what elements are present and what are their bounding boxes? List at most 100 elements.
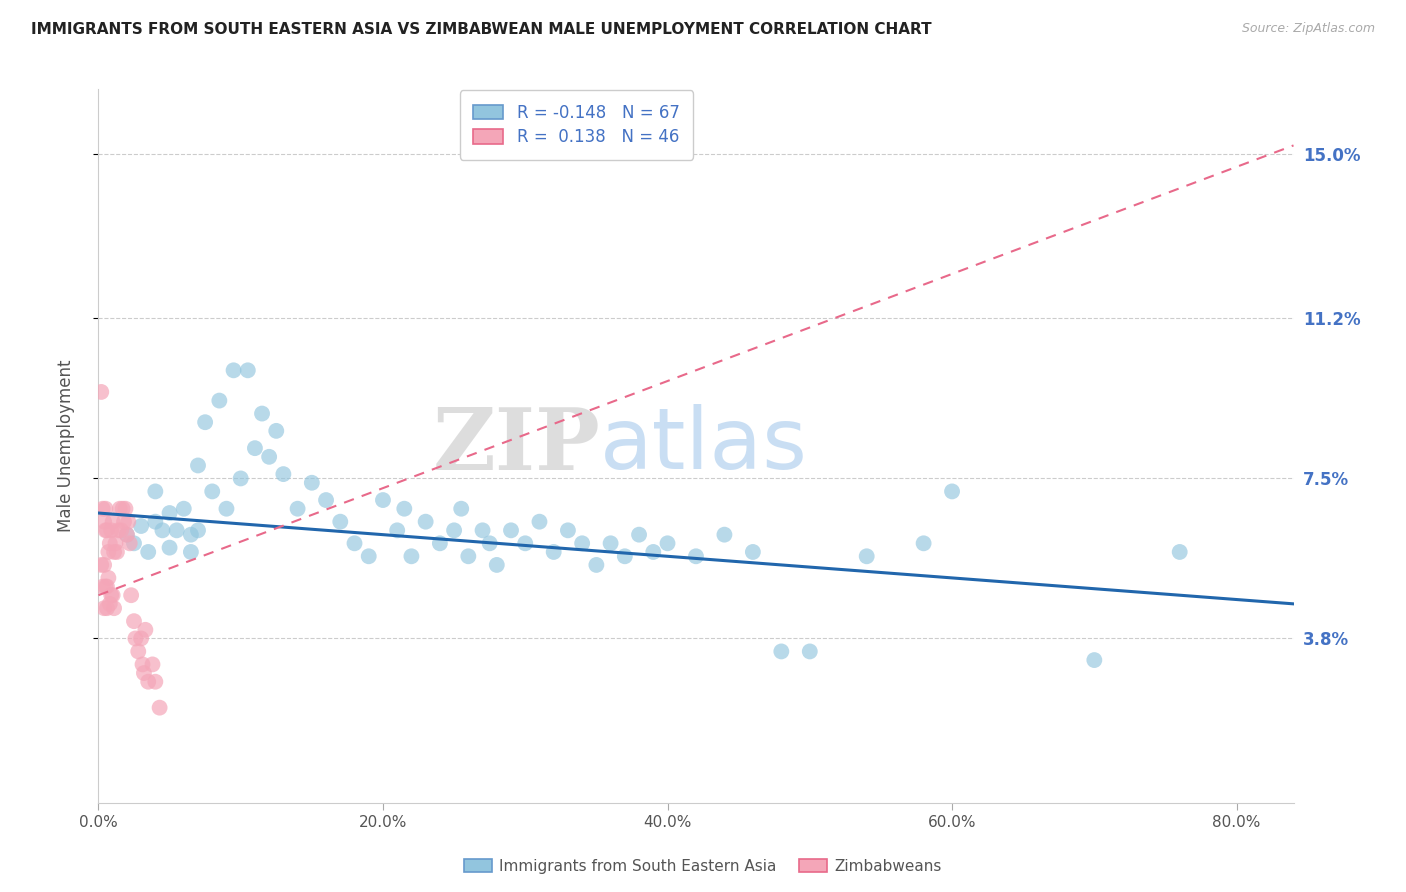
Point — [215, 501, 238, 516]
Point — [499, 524, 522, 538]
Point — [543, 545, 565, 559]
Point — [103, 545, 125, 559]
Point — [301, 475, 323, 490]
Point — [143, 674, 166, 689]
Point — [912, 536, 935, 550]
Point — [657, 536, 679, 550]
Point — [741, 545, 763, 559]
Point — [457, 549, 479, 564]
Point — [149, 700, 172, 714]
Point — [1083, 653, 1105, 667]
Point — [194, 415, 217, 429]
Legend: Immigrants from South Eastern Asia, Zimbabweans: Immigrants from South Eastern Asia, Zimb… — [458, 853, 948, 880]
Point — [136, 545, 159, 559]
Point — [94, 580, 117, 594]
Point — [100, 588, 122, 602]
Point — [94, 501, 117, 516]
Point — [97, 571, 120, 585]
Legend: R = -0.148   N = 67, R =  0.138   N = 46: R = -0.148 N = 67, R = 0.138 N = 46 — [460, 90, 693, 160]
Point — [90, 558, 112, 572]
Text: atlas: atlas — [600, 404, 808, 488]
Point — [343, 536, 366, 550]
Point — [471, 524, 494, 538]
Point — [180, 545, 202, 559]
Point — [357, 549, 380, 564]
Point — [96, 524, 118, 538]
Point — [124, 632, 146, 646]
Point — [93, 515, 115, 529]
Point — [117, 515, 139, 529]
Point — [799, 644, 821, 658]
Point — [118, 536, 141, 550]
Text: IMMIGRANTS FROM SOUTH EASTERN ASIA VS ZIMBABWEAN MALE UNEMPLOYMENT CORRELATION C: IMMIGRANTS FROM SOUTH EASTERN ASIA VS ZI… — [31, 22, 932, 37]
Point — [485, 558, 508, 572]
Point — [1168, 545, 1191, 559]
Point — [236, 363, 259, 377]
Point — [90, 384, 112, 399]
Point — [478, 536, 501, 550]
Point — [443, 524, 465, 538]
Point — [105, 545, 128, 559]
Point — [111, 501, 134, 516]
Point — [101, 588, 124, 602]
Point — [941, 484, 963, 499]
Point — [143, 515, 166, 529]
Point — [100, 524, 122, 538]
Point — [98, 536, 121, 550]
Point — [122, 614, 145, 628]
Point — [450, 501, 472, 516]
Point — [515, 536, 537, 550]
Point — [93, 601, 115, 615]
Point — [120, 588, 142, 602]
Point — [264, 424, 287, 438]
Point — [415, 515, 437, 529]
Point — [159, 506, 181, 520]
Point — [557, 524, 579, 538]
Point — [129, 519, 152, 533]
Point — [108, 501, 131, 516]
Point — [110, 524, 132, 538]
Point — [287, 501, 309, 516]
Point — [115, 527, 138, 541]
Point — [208, 393, 231, 408]
Point — [599, 536, 621, 550]
Point — [104, 536, 127, 550]
Point — [187, 458, 209, 473]
Point — [329, 515, 352, 529]
Point — [685, 549, 707, 564]
Point — [229, 471, 252, 485]
Point — [273, 467, 295, 482]
Point — [136, 674, 159, 689]
Point — [257, 450, 280, 464]
Point — [129, 632, 152, 646]
Point — [134, 623, 156, 637]
Point — [114, 501, 136, 516]
Point — [401, 549, 423, 564]
Point — [713, 527, 735, 541]
Point — [166, 524, 188, 538]
Point — [250, 407, 273, 421]
Point — [131, 657, 153, 672]
Point — [93, 558, 115, 572]
Point — [107, 524, 129, 538]
Point — [529, 515, 551, 529]
Point — [571, 536, 593, 550]
Point — [97, 545, 120, 559]
Point — [770, 644, 793, 658]
Point — [643, 545, 665, 559]
Point — [187, 524, 209, 538]
Point — [159, 541, 181, 555]
Point — [152, 524, 174, 538]
Point — [243, 441, 266, 455]
Point — [585, 558, 607, 572]
Point — [201, 484, 224, 499]
Point — [98, 597, 121, 611]
Point — [112, 515, 135, 529]
Text: Source: ZipAtlas.com: Source: ZipAtlas.com — [1241, 22, 1375, 36]
Point — [127, 644, 149, 658]
Point — [628, 527, 651, 541]
Point — [101, 515, 124, 529]
Point — [371, 493, 394, 508]
Text: ZIP: ZIP — [433, 404, 600, 488]
Point — [429, 536, 451, 550]
